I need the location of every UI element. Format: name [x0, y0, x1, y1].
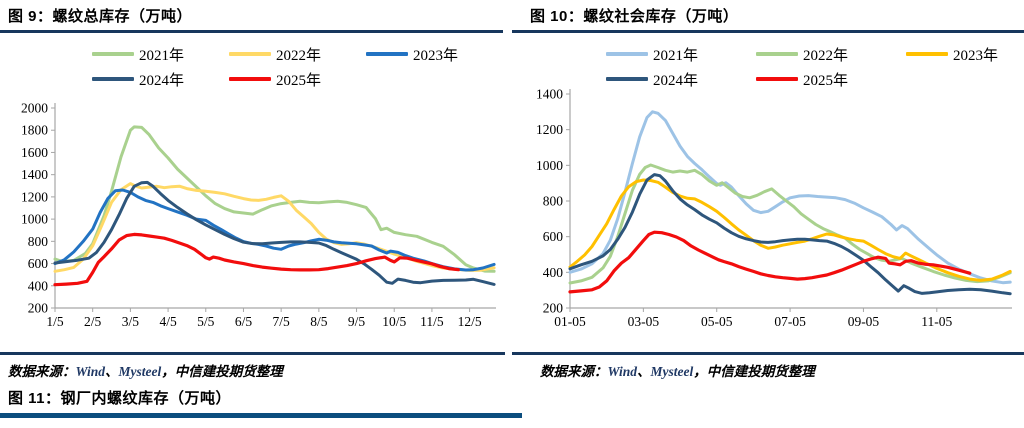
legend-label: 2025年	[276, 72, 322, 89]
figure10-panel: 图 10：螺纹社会库存（万吨） 2021年 2022年 2023年 2024年 2025…	[512, 0, 1024, 428]
svg-text:1000: 1000	[21, 212, 48, 227]
legend-label: 2024年	[653, 72, 699, 89]
svg-text:12/5: 12/5	[458, 314, 482, 329]
svg-text:11/5: 11/5	[420, 314, 444, 329]
svg-text:09-05: 09-05	[848, 314, 880, 329]
source-wind: Wind	[75, 364, 106, 379]
legend-swatch	[756, 52, 798, 56]
figure9-chart: 200 400 600 800 1000 1200 1400 1600 1800 2000 1/5 2…	[21, 101, 496, 329]
source-wind: Wind	[607, 364, 638, 379]
source-separator: 、	[637, 364, 651, 379]
svg-text:2/5: 2/5	[84, 314, 102, 329]
legend-item-2023年: 2023年	[366, 44, 503, 64]
legend-label: 2021年	[139, 47, 185, 64]
legend-item-2023年: 2023年	[906, 44, 1024, 64]
legend-item-2022年: 2022年	[756, 44, 906, 64]
svg-text:6/5: 6/5	[235, 314, 253, 329]
figure9-panel: 图 9：螺纹总库存（万吨） 2021年 2022年 2023年 2024年 2025年 …	[0, 0, 505, 428]
figure9-bottom-rule	[0, 352, 505, 355]
figure10-bottom-rule	[512, 352, 1024, 355]
svg-text:1200: 1200	[21, 189, 48, 204]
figure9-title-rule	[0, 30, 503, 33]
svg-text:1400: 1400	[21, 167, 48, 182]
legend-swatch	[92, 52, 134, 56]
svg-text:05-05: 05-05	[701, 314, 733, 329]
figure9-legend: 2021年 2022年 2023年 2024年 2025年	[92, 44, 503, 89]
svg-text:200: 200	[28, 301, 49, 316]
svg-text:600: 600	[28, 256, 49, 271]
source-mysteel: Mysteel	[650, 364, 694, 379]
figure9-title: 图 9：螺纹总库存（万吨）	[8, 8, 193, 25]
data-source-left: 数据来源：Wind、Mysteel，中信建投期货整理	[8, 360, 283, 380]
svg-text:9/5: 9/5	[348, 314, 366, 329]
legend-swatch	[606, 52, 648, 56]
legend-swatch	[606, 77, 648, 81]
figure11-title-rule	[0, 413, 522, 418]
svg-text:4/5: 4/5	[159, 314, 177, 329]
legend-item-2025年: 2025年	[756, 69, 906, 89]
svg-text:2000: 2000	[21, 101, 48, 116]
svg-text:200: 200	[543, 301, 564, 316]
figure10-title: 图 10：螺纹社会库存（万吨）	[530, 8, 739, 25]
svg-text:400: 400	[28, 278, 49, 293]
figure10-chart: 200 400 600 800 1000 1200 1400 01-05 03-05 05-05 0…	[536, 87, 1012, 329]
svg-text:1600: 1600	[21, 145, 48, 160]
source-separator: 、	[105, 364, 119, 379]
svg-text:1000: 1000	[536, 158, 563, 173]
legend-swatch	[92, 77, 134, 81]
legend-item-2022年: 2022年	[229, 44, 366, 64]
figure11-title: 图 11：钢厂内螺纹库存（万吨）	[8, 390, 232, 407]
source-label: 数据来源：	[8, 364, 76, 379]
svg-text:1400: 1400	[536, 87, 563, 102]
legend-label: 2025年	[803, 72, 849, 89]
legend-item-2021年: 2021年	[606, 44, 756, 64]
svg-text:800: 800	[543, 194, 564, 209]
svg-text:03-05: 03-05	[628, 314, 660, 329]
legend-label: 2023年	[413, 47, 459, 64]
svg-text:5/5: 5/5	[197, 314, 215, 329]
source-rest: ，中信建投期货整理	[161, 364, 283, 379]
svg-text:3/5: 3/5	[122, 314, 140, 329]
legend-swatch	[756, 77, 798, 81]
figure10-title-rule	[512, 30, 1024, 33]
svg-text:10/5: 10/5	[382, 314, 406, 329]
source-mysteel: Mysteel	[118, 364, 162, 379]
legend-item-2025年: 2025年	[229, 69, 366, 89]
legend-swatch	[229, 52, 271, 56]
svg-text:1200: 1200	[536, 122, 563, 137]
legend-label: 2022年	[803, 47, 849, 64]
legend-label: 2023年	[953, 47, 999, 64]
legend-item-2024年: 2024年	[92, 69, 229, 89]
svg-text:600: 600	[543, 229, 564, 244]
legend-swatch	[229, 77, 271, 81]
svg-text:1800: 1800	[21, 123, 48, 138]
svg-text:11-05: 11-05	[921, 314, 952, 329]
source-rest: ，中信建投期货整理	[693, 364, 815, 379]
data-source-right: 数据来源：Wind、Mysteel，中信建投期货整理	[540, 360, 815, 380]
legend-item-2024年: 2024年	[606, 69, 756, 89]
figure10-legend: 2021年 2022年 2023年 2024年 2025年	[606, 44, 1024, 89]
legend-label: 2022年	[276, 47, 322, 64]
svg-text:01-05: 01-05	[554, 314, 586, 329]
source-label: 数据来源：	[540, 364, 608, 379]
svg-text:1/5: 1/5	[46, 314, 64, 329]
svg-text:7/5: 7/5	[273, 314, 291, 329]
svg-text:8/5: 8/5	[310, 314, 328, 329]
legend-label: 2021年	[653, 47, 699, 64]
legend-swatch	[906, 52, 948, 56]
svg-text:07-05: 07-05	[774, 314, 806, 329]
legend-swatch	[366, 52, 408, 56]
svg-text:400: 400	[543, 265, 564, 280]
legend-item-2021年: 2021年	[92, 44, 229, 64]
svg-text:800: 800	[28, 234, 49, 249]
legend-label: 2024年	[139, 72, 185, 89]
